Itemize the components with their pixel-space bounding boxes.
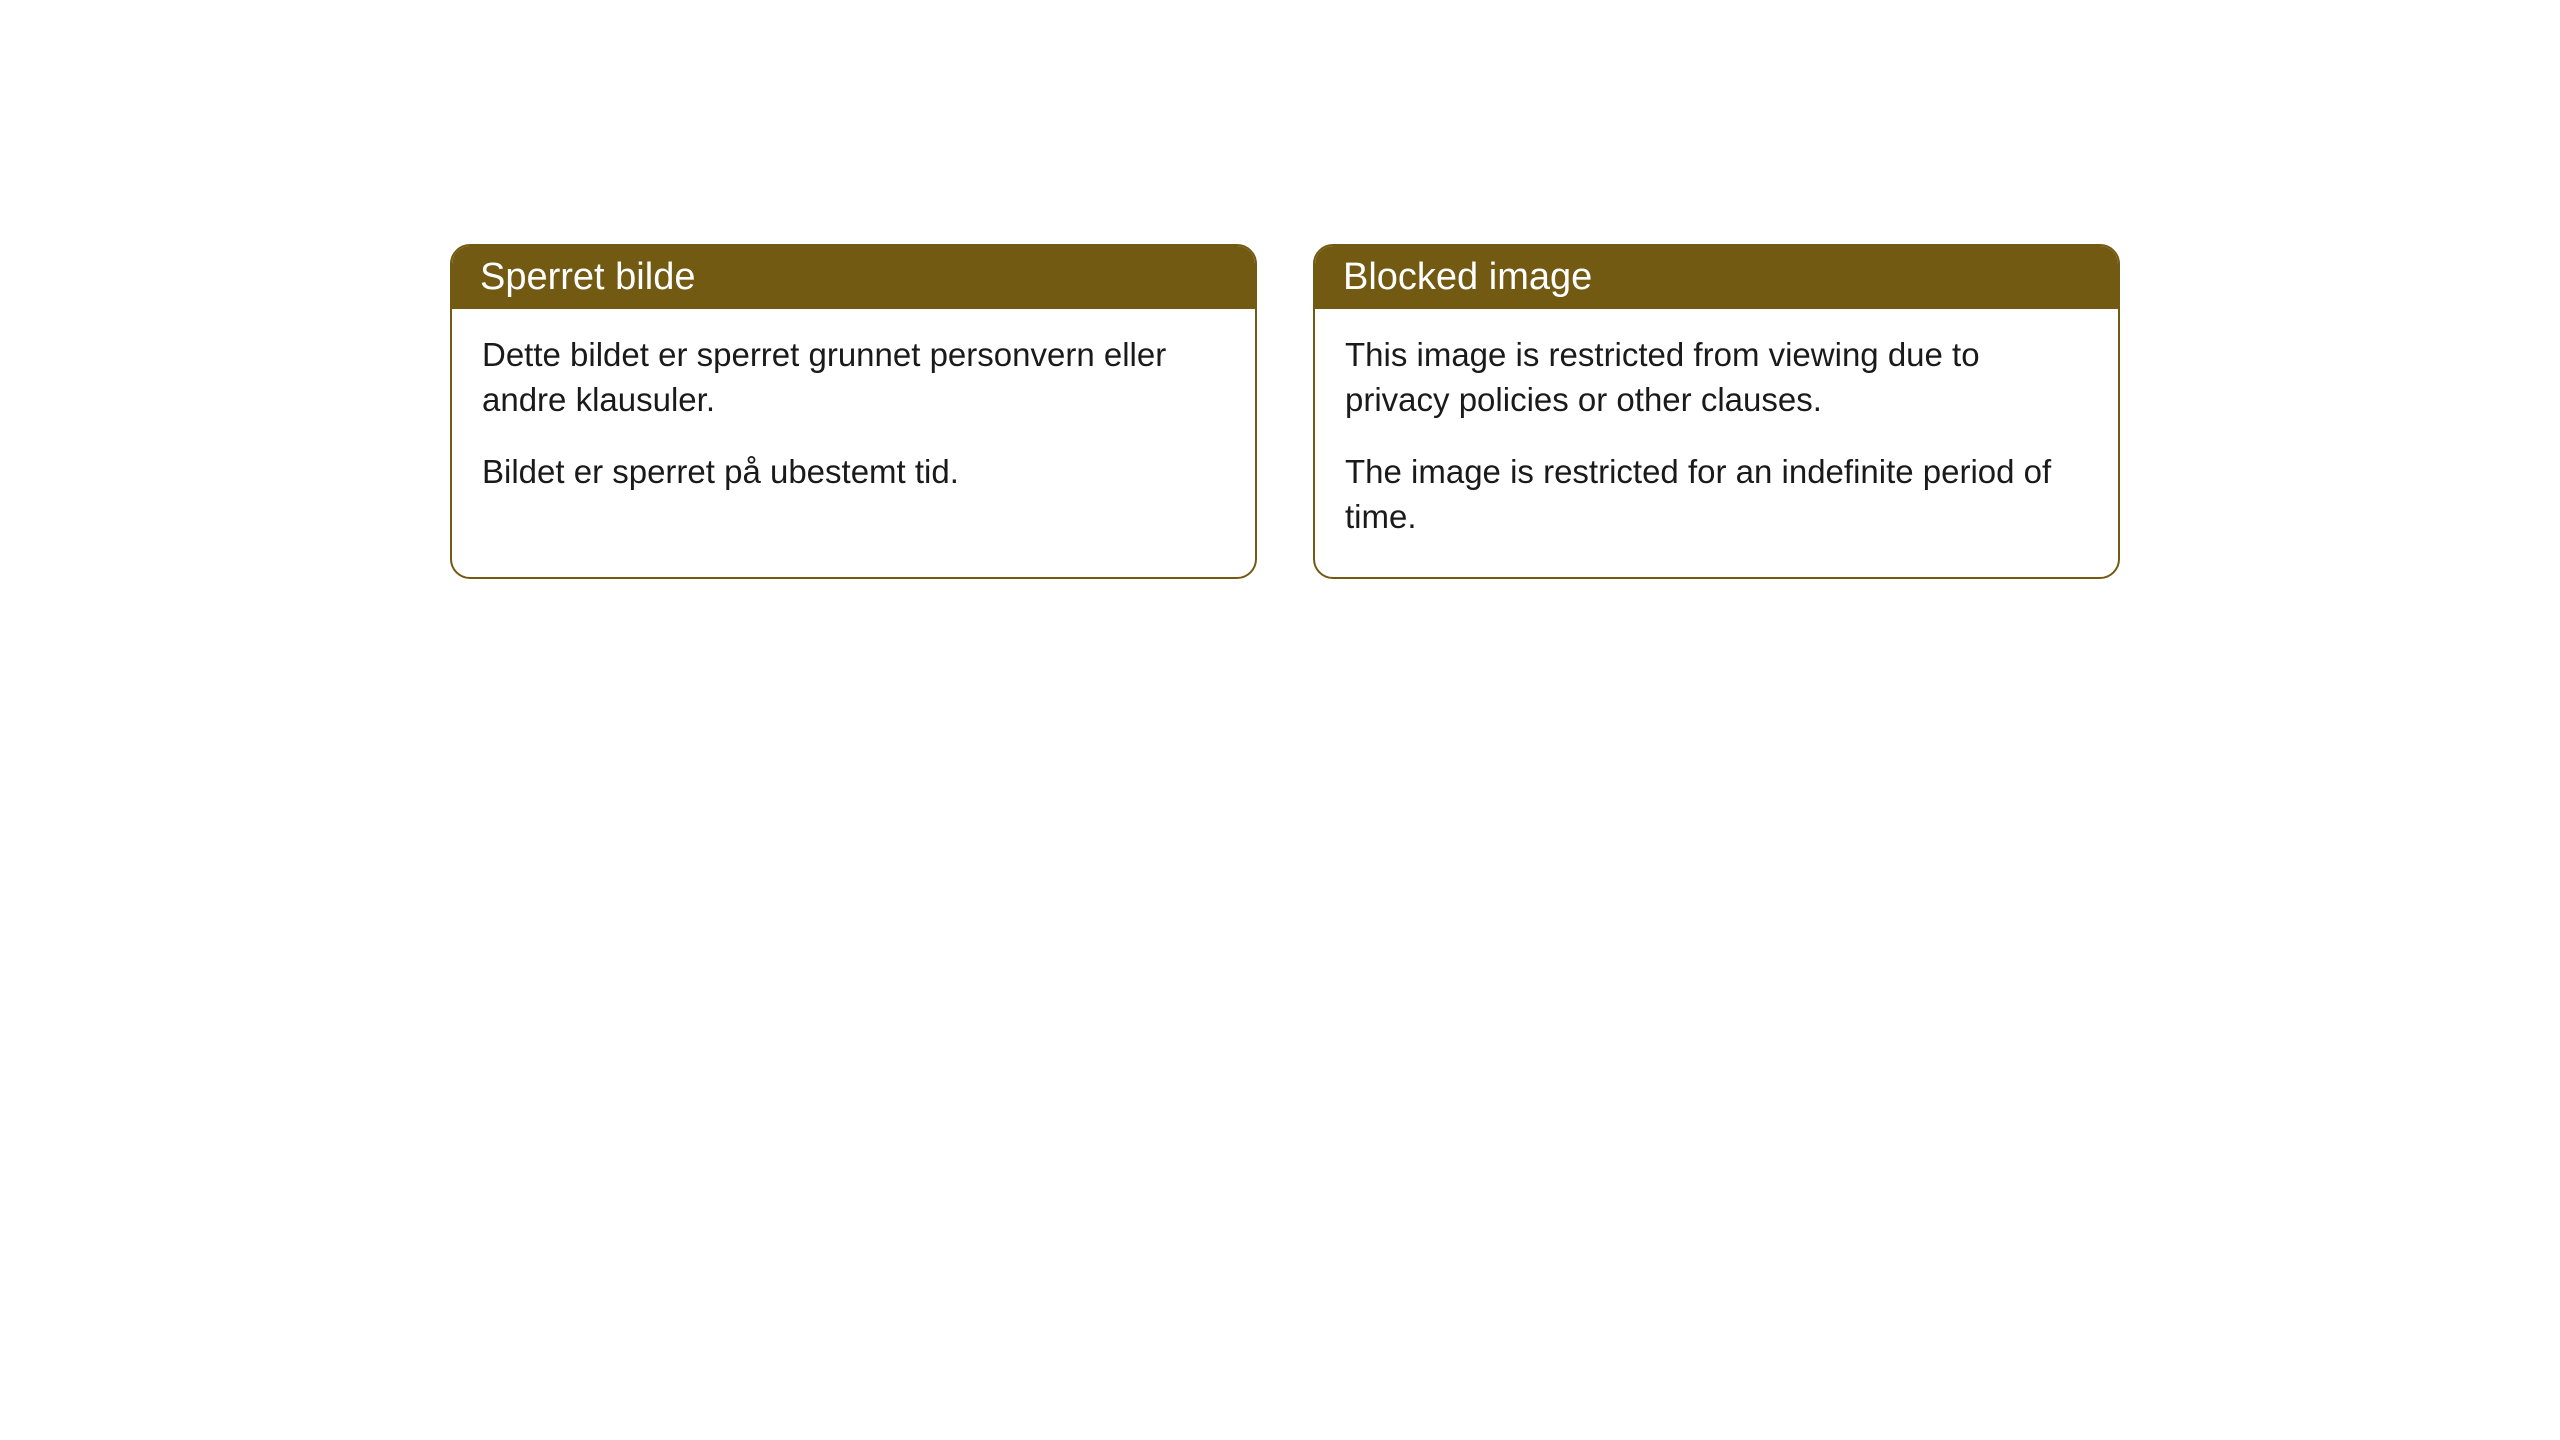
cards-container: Sperret bilde Dette bildet er sperret gr…	[450, 244, 2120, 579]
card-title: Blocked image	[1343, 256, 1592, 298]
card-title: Sperret bilde	[480, 256, 695, 298]
card-paragraph-2: Bildet er sperret på ubestemt tid.	[482, 450, 1225, 495]
card-body: This image is restricted from viewing du…	[1315, 309, 2118, 577]
card-body: Dette bildet er sperret grunnet personve…	[452, 309, 1255, 533]
blocked-image-card-norwegian: Sperret bilde Dette bildet er sperret gr…	[450, 244, 1257, 579]
card-paragraph-2: The image is restricted for an indefinit…	[1345, 450, 2088, 539]
card-paragraph-1: Dette bildet er sperret grunnet personve…	[482, 333, 1225, 422]
card-paragraph-1: This image is restricted from viewing du…	[1345, 333, 2088, 422]
card-header: Blocked image	[1315, 246, 2118, 309]
card-header: Sperret bilde	[452, 246, 1255, 309]
blocked-image-card-english: Blocked image This image is restricted f…	[1313, 244, 2120, 579]
